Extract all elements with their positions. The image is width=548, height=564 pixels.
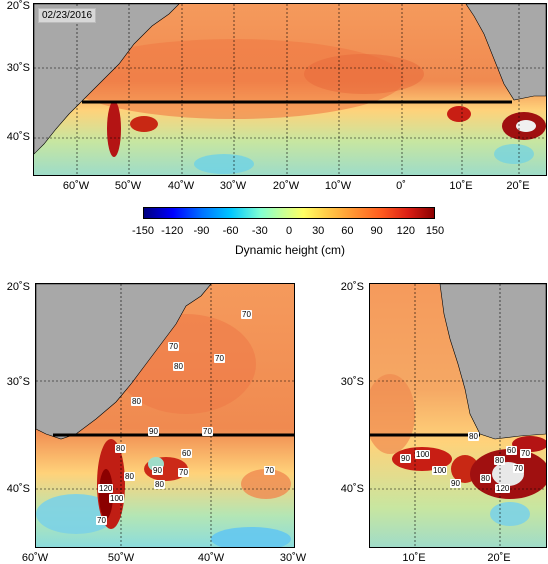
contour-label: 80: [124, 472, 135, 481]
colorbar: [143, 207, 435, 219]
top-lon-30w: 30˚W: [219, 180, 247, 192]
contour-label: 80: [494, 456, 505, 465]
contour-label: 80: [480, 474, 491, 483]
bottom-left-map: 70 70 80 70 80 90 70 80 60 90 80 70 70 1…: [35, 283, 295, 548]
br-lat-20: 20˚S: [340, 281, 364, 293]
contour-label: 70: [241, 310, 252, 319]
bottom-right-field: [370, 284, 546, 547]
colorbar-tick-label: 30: [312, 225, 325, 237]
colorbar-tick-label: 0: [285, 225, 293, 237]
top-lon-20e: 20˚E: [506, 180, 530, 192]
bl-lon-60w: 60˚W: [21, 552, 49, 564]
contour-label: 120: [495, 484, 511, 493]
top-lon-20w: 20˚W: [272, 180, 300, 192]
top-lon-10e: 10˚E: [449, 180, 473, 192]
top-map: 02/23/2016: [33, 3, 547, 176]
contour-label: 90: [400, 454, 411, 463]
contour-label: 90: [152, 466, 163, 475]
br-lat-40: 40˚S: [340, 483, 364, 495]
top-lon-50w: 50˚W: [114, 180, 142, 192]
bottom-right-map: 100 90 80 70 80 90 100 80 70 60 120: [369, 283, 547, 548]
top-lat-20: 20˚S: [6, 0, 30, 12]
top-map-field: [34, 4, 546, 175]
contour-label: 70: [214, 354, 225, 363]
colorbar-tick-label: 150: [425, 225, 445, 237]
br-lon-10e: 10˚E: [402, 552, 426, 564]
colorbar-tick-label: -150: [131, 225, 155, 237]
br-lon-20e: 20˚E: [487, 552, 511, 564]
contour-label: 60: [181, 449, 192, 458]
contour-label: 70: [168, 342, 179, 351]
colorbar-tick-label: -90: [193, 225, 210, 237]
colorbar-tick-label: -30: [251, 225, 268, 237]
contour-label: 100: [432, 466, 448, 475]
contour-label: 100: [109, 494, 125, 503]
contour-label: 70: [202, 427, 213, 436]
colorbar-tick-label: 90: [370, 225, 383, 237]
bl-lon-50w: 50˚W: [107, 552, 135, 564]
contour-label: 70: [178, 468, 189, 477]
contour-label: 80: [154, 480, 165, 489]
contour-label: 70: [264, 466, 275, 475]
bl-lat-20: 20˚S: [6, 281, 30, 293]
colorbar-tick-label: 60: [341, 225, 354, 237]
contour-label: 70: [96, 516, 107, 525]
top-lat-30: 30˚S: [6, 62, 30, 74]
top-lat-40: 40˚S: [6, 131, 30, 143]
bl-lat-40: 40˚S: [6, 483, 30, 495]
contour-label: 70: [520, 449, 531, 458]
contour-label: 100: [415, 450, 431, 459]
br-lat-30: 30˚S: [340, 376, 364, 388]
top-lon-60w: 60˚W: [62, 180, 90, 192]
bottom-left-field: [36, 284, 294, 547]
contour-label: 80: [468, 432, 479, 441]
contour-label: 80: [173, 362, 184, 371]
contour-label: 90: [148, 427, 159, 436]
top-lon-10w: 10˚W: [324, 180, 352, 192]
contour-label: 70: [513, 464, 524, 473]
bl-lon-40w: 40˚W: [197, 552, 225, 564]
top-lon-0: 0˚: [396, 180, 406, 192]
contour-label: 80: [115, 444, 126, 453]
bl-lon-30w: 30˚W: [279, 552, 307, 564]
colorbar-title: Dynamic height (cm): [234, 243, 346, 257]
contour-label: 90: [450, 479, 461, 488]
top-lon-40w: 40˚W: [167, 180, 195, 192]
colorbar-tick-label: -120: [161, 225, 184, 237]
contour-label: 60: [506, 446, 517, 455]
colorbar-tick-label: -60: [222, 225, 239, 237]
date-label: 02/23/2016: [38, 8, 97, 23]
contour-label: 80: [131, 397, 142, 406]
contour-label: 120: [98, 484, 114, 493]
bl-lat-30: 30˚S: [6, 376, 30, 388]
colorbar-tick-label: 120: [396, 225, 415, 237]
